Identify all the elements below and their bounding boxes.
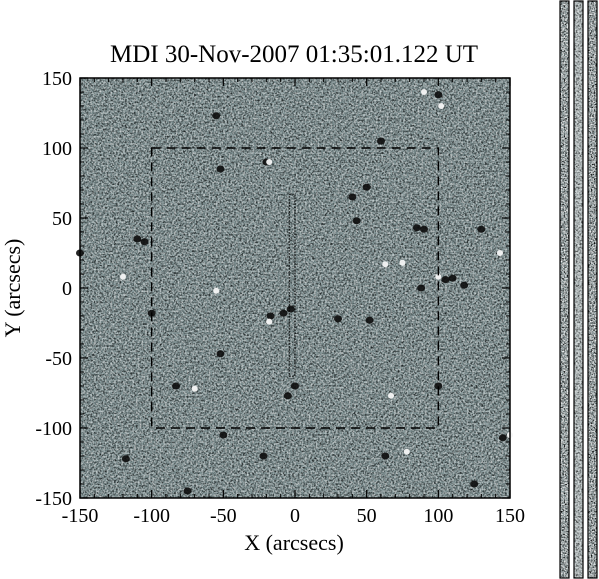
negative-polarity-feature bbox=[477, 225, 486, 233]
y-tick-label: 0 bbox=[62, 278, 72, 300]
side-panel-texture bbox=[574, 1, 583, 578]
negative-polarity-feature bbox=[460, 281, 469, 289]
negative-polarity-feature bbox=[412, 224, 421, 232]
slit bbox=[288, 193, 296, 377]
negative-polarity-feature bbox=[420, 225, 428, 233]
x-tick-label: 0 bbox=[290, 505, 300, 527]
positive-polarity-feature bbox=[421, 89, 427, 95]
y-tick-label: -100 bbox=[35, 418, 72, 440]
negative-polarity-feature bbox=[448, 274, 457, 282]
negative-polarity-feature bbox=[434, 91, 443, 99]
negative-polarity-feature bbox=[266, 312, 275, 320]
negative-polarity-feature bbox=[183, 487, 192, 495]
x-tick-label: -150 bbox=[62, 505, 99, 527]
x-tick-label: 100 bbox=[423, 505, 453, 527]
negative-polarity-feature bbox=[377, 137, 385, 145]
y-axis: -150 -100 -50 0 50 100 150 bbox=[35, 68, 510, 510]
negative-polarity-feature bbox=[140, 238, 149, 246]
negative-polarity-feature bbox=[212, 112, 221, 120]
negative-polarity-feature bbox=[286, 305, 295, 313]
negative-polarity-feature bbox=[279, 309, 288, 317]
chart-title: MDI 30-Nov-2007 01:35:01.122 UT bbox=[110, 41, 478, 68]
x-tick-label: -50 bbox=[210, 505, 237, 527]
positive-polarity-feature bbox=[399, 259, 406, 266]
x-tick-label: 50 bbox=[357, 505, 377, 527]
negative-polarity-feature bbox=[417, 284, 426, 292]
positive-polarity-feature bbox=[382, 261, 389, 268]
positive-polarity-feature bbox=[435, 273, 442, 280]
negative-polarity-feature bbox=[133, 235, 142, 243]
negative-polarity-feature bbox=[498, 434, 507, 442]
negative-polarity-feature bbox=[334, 315, 342, 323]
positive-polarity-feature bbox=[213, 287, 220, 294]
side-panel-texture bbox=[560, 1, 569, 578]
negative-polarity-feature bbox=[121, 455, 130, 463]
positive-polarity-feature bbox=[496, 250, 503, 256]
side-panels bbox=[559, 0, 598, 579]
side-panel-frame bbox=[573, 0, 584, 579]
positive-polarity-feature bbox=[120, 273, 126, 280]
negative-polarity-feature bbox=[216, 350, 225, 358]
negative-polarity-feature bbox=[470, 480, 479, 488]
negative-polarity-feature bbox=[434, 382, 443, 390]
side-panel-frame bbox=[587, 0, 598, 579]
dashed-box bbox=[150, 147, 440, 429]
y-tick-label: -150 bbox=[35, 488, 72, 510]
negative-polarity-feature bbox=[352, 217, 361, 225]
side-panel-frame bbox=[559, 0, 570, 579]
negative-polarity-feature bbox=[441, 276, 450, 284]
negative-polarity-feature bbox=[381, 452, 390, 460]
x-tick-label: -100 bbox=[133, 505, 170, 527]
x-axis: -150 -100 -50 0 50 100 150 bbox=[62, 78, 525, 527]
positive-polarity-feature bbox=[438, 103, 445, 109]
negative-polarity-feature bbox=[283, 392, 292, 400]
overlay-regions bbox=[150, 147, 440, 429]
positive-polarity-feature bbox=[388, 392, 395, 399]
negative-polarity-feature bbox=[172, 382, 181, 390]
side-panel-texture bbox=[588, 1, 597, 578]
negative-polarity-feature bbox=[348, 193, 357, 201]
negative-polarity-feature bbox=[365, 316, 374, 324]
negative-polarity-feature bbox=[362, 183, 371, 191]
positive-polarity-feature bbox=[403, 448, 410, 455]
y-axis-label: Y (arcsecs) bbox=[0, 239, 25, 338]
negative-polarity-feature bbox=[291, 382, 299, 390]
x-tick-label: 150 bbox=[495, 505, 525, 527]
positive-polarity-feature bbox=[266, 318, 273, 325]
negative-polarity-feature bbox=[259, 452, 268, 460]
y-tick-label: 150 bbox=[42, 68, 72, 90]
x-axis-label: X (arcsecs) bbox=[244, 530, 344, 555]
y-tick-label: 50 bbox=[52, 208, 72, 230]
positive-polarity-feature bbox=[191, 385, 198, 392]
y-tick-label: -50 bbox=[45, 348, 72, 370]
y-tick-label: 100 bbox=[42, 138, 72, 160]
positive-polarity-feature bbox=[266, 159, 273, 165]
negative-polarity-feature bbox=[216, 165, 225, 173]
negative-polarity-feature bbox=[219, 431, 228, 439]
magnetic-features bbox=[76, 89, 513, 495]
